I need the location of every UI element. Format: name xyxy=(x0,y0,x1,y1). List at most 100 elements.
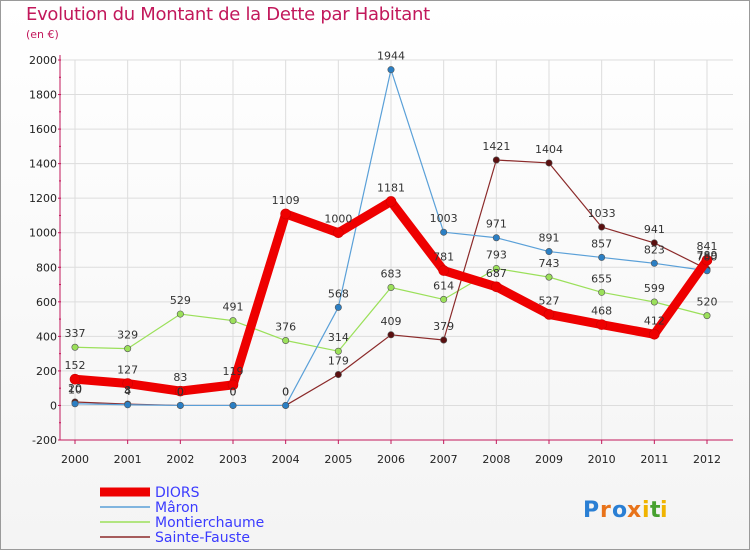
data-point-diors xyxy=(543,309,555,320)
data-point-sainte-fauste xyxy=(387,331,395,339)
data-label-montierchaume: 376 xyxy=(275,321,296,334)
data-point-montierchaume xyxy=(334,347,342,355)
data-point-diors xyxy=(122,378,133,389)
data-label-sainte-fauste: 789 xyxy=(697,249,718,262)
brand-letter: x xyxy=(627,498,641,523)
data-label-m-ron: 10 xyxy=(68,384,82,397)
data-label-montierchaume: 520 xyxy=(697,296,718,309)
data-point-montierchaume xyxy=(598,288,606,296)
data-label-m-ron: 857 xyxy=(591,237,612,250)
y-tick-label: 1600 xyxy=(29,123,57,136)
data-point-m-ron xyxy=(229,401,237,409)
data-point-montierchaume xyxy=(703,312,711,320)
data-point-montierchaume xyxy=(545,273,553,281)
y-tick-label: 2000 xyxy=(29,54,57,67)
data-label-diors: 83 xyxy=(173,371,187,384)
data-point-m-ron xyxy=(282,401,290,409)
data-point-m-ron xyxy=(71,400,79,408)
y-tick-label: -200 xyxy=(32,434,57,447)
data-point-diors xyxy=(491,281,502,293)
data-label-sainte-fauste: 1033 xyxy=(588,207,616,220)
x-tick-label: 2010 xyxy=(588,453,616,466)
data-point-m-ron xyxy=(650,259,658,267)
data-label-diors: 841 xyxy=(697,240,718,253)
x-tick-label: 2011 xyxy=(640,453,668,466)
data-label-diors: 687 xyxy=(486,267,507,280)
data-label-m-ron: 4 xyxy=(124,385,131,398)
x-tick-label: 2005 xyxy=(324,453,352,466)
data-point-diors xyxy=(227,379,239,391)
data-point-sainte-fauste xyxy=(545,159,553,167)
data-label-montierchaume: 337 xyxy=(65,327,86,340)
data-label-diors: 1181 xyxy=(377,181,405,194)
data-label-montierchaume: 314 xyxy=(328,331,349,344)
data-point-sainte-fauste xyxy=(334,371,342,379)
data-label-diors: 781 xyxy=(433,251,454,264)
data-point-montierchaume xyxy=(387,283,395,291)
y-tick-label: 400 xyxy=(36,330,57,343)
data-label-sainte-fauste: 409 xyxy=(381,315,402,328)
data-label-montierchaume: 329 xyxy=(117,329,138,342)
y-tick-label: 1400 xyxy=(29,158,57,171)
data-label-diors: 527 xyxy=(539,294,560,307)
data-point-montierchaume xyxy=(176,310,184,318)
brand-letter: i xyxy=(660,498,668,523)
data-label-sainte-fauste: 941 xyxy=(644,223,665,236)
x-axis: 2000 2001 2002 2003 2004 2005 2006 2007 2008 2009… xyxy=(60,439,733,466)
data-point-montierchaume xyxy=(124,345,132,353)
y-tick-label: 0 xyxy=(50,399,57,412)
data-label-m-ron: 568 xyxy=(328,287,349,300)
data-label-diors: 1000 xyxy=(324,213,352,226)
legend-label-m-ron: Mâron xyxy=(155,500,199,516)
data-label-m-ron: 0 xyxy=(230,385,237,398)
data-label-diors: 119 xyxy=(223,365,244,378)
y-tick-label: 800 xyxy=(36,261,57,274)
data-label-m-ron: 971 xyxy=(486,218,507,231)
data-label-sainte-fauste: 179 xyxy=(328,355,349,368)
data-label-montierchaume: 529 xyxy=(170,294,191,307)
data-label-m-ron: 891 xyxy=(539,232,560,245)
y-tick-label: 1200 xyxy=(29,192,57,205)
data-point-diors xyxy=(596,319,607,330)
x-tick-label: 2006 xyxy=(377,453,405,466)
y-axis: -200 0 200 400 600 800 1000 1200 1400 1600 1800 200… xyxy=(29,54,61,447)
x-tick-label: 2012 xyxy=(693,453,721,466)
data-point-montierchaume xyxy=(229,317,237,325)
data-point-diors xyxy=(280,208,291,220)
legend-label-montierchaume: Montierchaume xyxy=(155,515,264,531)
y-tick-label: 1000 xyxy=(29,227,57,240)
data-point-m-ron xyxy=(440,228,448,236)
y-tick-label: 200 xyxy=(36,365,57,378)
brand-letter: o xyxy=(612,498,627,523)
data-point-m-ron xyxy=(545,248,553,256)
data-point-m-ron xyxy=(598,253,606,261)
data-label-sainte-fauste: 0 xyxy=(230,385,237,398)
data-point-diors xyxy=(175,385,186,397)
x-tick-label: 2009 xyxy=(535,453,563,466)
data-label-diors: 127 xyxy=(117,364,138,377)
data-point-sainte-fauste xyxy=(492,156,500,164)
data-label-diors: 152 xyxy=(65,359,86,372)
data-label-montierchaume: 491 xyxy=(223,301,244,314)
x-tick-label: 2001 xyxy=(114,453,142,466)
legend-label-sainte-fauste: Sainte-Fauste xyxy=(155,530,250,546)
data-label-m-ron: 1944 xyxy=(377,50,405,63)
data-label-sainte-fauste: 0 xyxy=(177,385,184,398)
data-point-diors xyxy=(701,254,713,266)
data-point-montierchaume xyxy=(440,295,448,303)
data-label-montierchaume: 599 xyxy=(644,282,665,295)
data-label-sainte-fauste: 1404 xyxy=(535,143,563,156)
x-tick-label: 2004 xyxy=(272,453,300,466)
data-point-m-ron xyxy=(176,401,184,409)
data-label-m-ron: 780 xyxy=(697,251,718,264)
data-label-m-ron: 0 xyxy=(177,385,184,398)
data-label-m-ron: 1003 xyxy=(430,212,458,225)
data-point-m-ron xyxy=(334,303,342,311)
y-tick-label: 600 xyxy=(36,296,57,309)
series-layer xyxy=(69,66,713,409)
data-point-m-ron xyxy=(124,401,132,409)
